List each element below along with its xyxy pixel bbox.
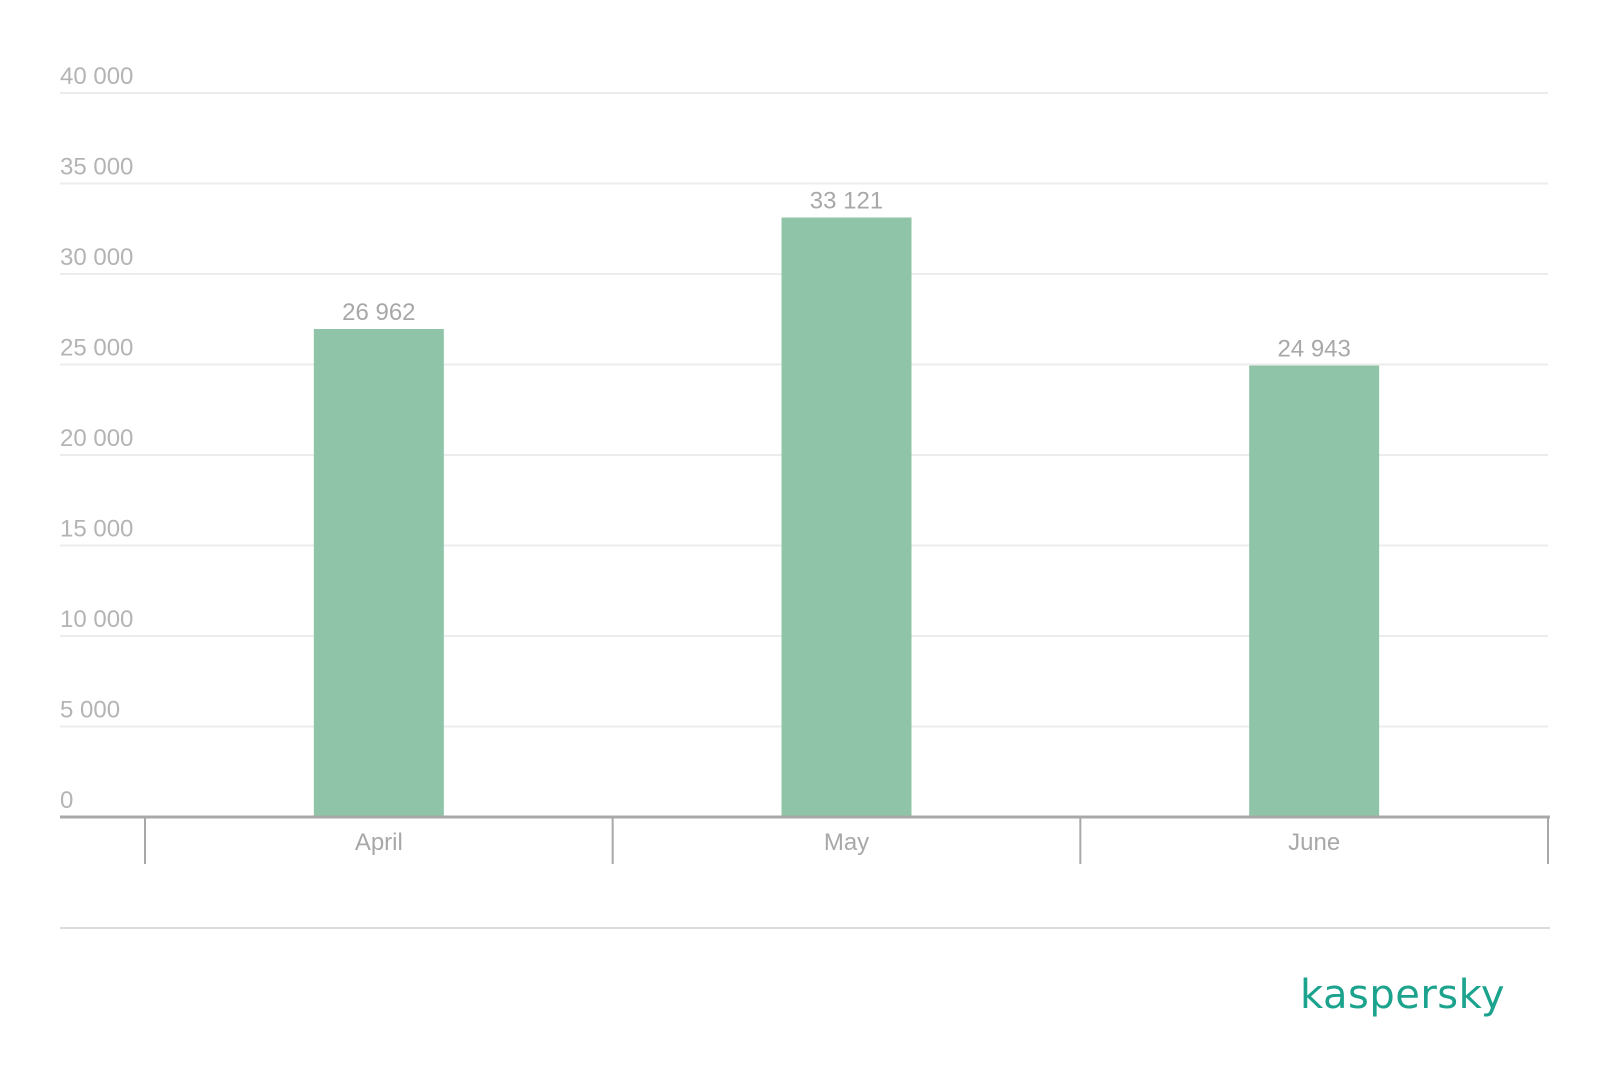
- category-label: May: [824, 829, 869, 856]
- bar: [313, 328, 444, 817]
- y-tick-label: 40 000: [60, 63, 133, 90]
- y-tick-label: 20 000: [60, 425, 133, 452]
- kaspersky-logo: kaspersky: [1300, 972, 1540, 1018]
- bar-value-labels: 26 962 33 121 24 943: [342, 188, 1351, 363]
- category-label: April: [355, 829, 403, 856]
- y-tick-label: 0: [60, 787, 73, 814]
- brand-logo-text: kaspersky: [1300, 972, 1506, 1018]
- bar-value-label: 26 962: [342, 299, 415, 326]
- y-axis-tick-labels: 0 5 000 10 000 15 000 20 000 25 000 30 000 35 0…: [60, 63, 133, 814]
- bars: [313, 217, 1380, 818]
- y-tick-label: 25 000: [60, 335, 133, 362]
- y-tick-label: 5 000: [60, 697, 120, 724]
- category-label: June: [1288, 829, 1340, 856]
- y-tick-label: 30 000: [60, 244, 133, 271]
- y-tick-label: 15 000: [60, 516, 133, 543]
- x-axis-category-labels: April May June: [355, 829, 1340, 856]
- bar: [1249, 365, 1380, 817]
- y-tick-label: 35 000: [60, 154, 133, 181]
- bar-value-label: 24 943: [1277, 336, 1350, 363]
- bar-value-label: 33 121: [810, 188, 883, 215]
- x-axis: [60, 815, 1550, 864]
- bar: [781, 217, 912, 818]
- y-tick-label: 10 000: [60, 606, 133, 633]
